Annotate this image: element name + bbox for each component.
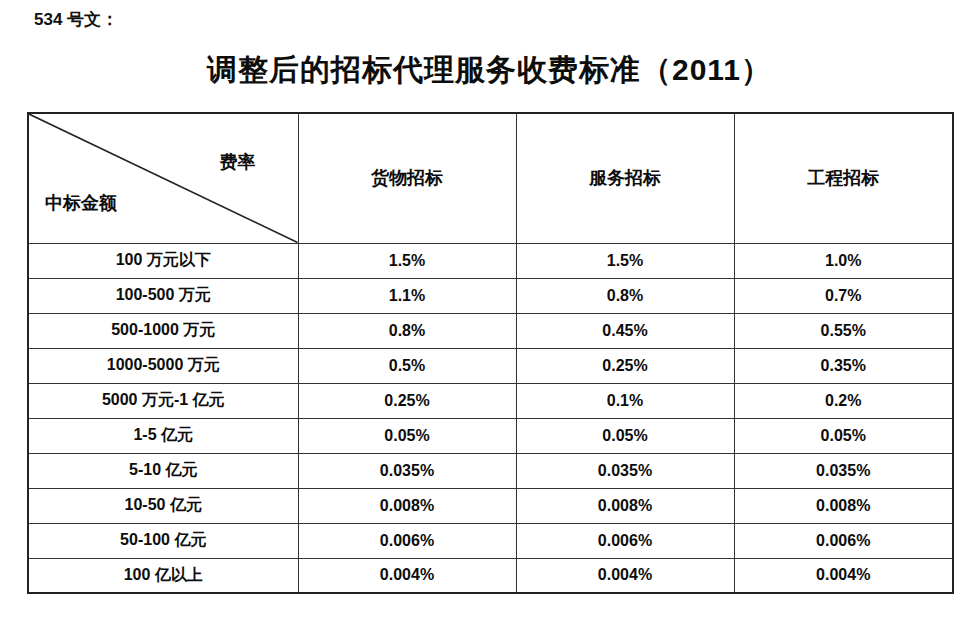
rate-cell-service: 0.1%: [516, 383, 734, 418]
document-page: 534 号文： 调整后的招标代理服务收费标准（2011） 费率 中标金额 货物招…: [0, 0, 979, 629]
page-title: 调整后的招标代理服务收费标准（2011）: [0, 50, 979, 91]
rate-cell-service: 0.25%: [516, 348, 734, 383]
rate-cell-service: 0.035%: [516, 453, 734, 488]
corner-label-rate: 费率: [220, 150, 256, 174]
table-row: 1-5 亿元 0.05% 0.05% 0.05%: [28, 418, 953, 453]
rate-cell-engineering: 0.004%: [734, 558, 953, 593]
amount-cell: 10-50 亿元: [28, 488, 298, 523]
amount-cell: 100 万元以下: [28, 243, 298, 278]
fee-rate-table: 费率 中标金额 货物招标 服务招标 工程招标 100 万元以下 1.5% 1.5…: [27, 112, 954, 594]
column-header-service-tender: 服务招标: [516, 113, 734, 243]
rate-cell-engineering: 0.35%: [734, 348, 953, 383]
table-row: 100-500 万元 1.1% 0.8% 0.7%: [28, 278, 953, 313]
document-number: 534 号文：: [34, 8, 118, 31]
amount-cell: 100 亿以上: [28, 558, 298, 593]
rate-cell-engineering: 0.006%: [734, 523, 953, 558]
rate-cell-goods: 0.008%: [298, 488, 516, 523]
table-row: 1000-5000 万元 0.5% 0.25% 0.35%: [28, 348, 953, 383]
rate-cell-goods: 0.006%: [298, 523, 516, 558]
rate-cell-service: 0.004%: [516, 558, 734, 593]
rate-cell-service: 1.5%: [516, 243, 734, 278]
column-header-engineering-tender: 工程招标: [734, 113, 953, 243]
amount-cell: 50-100 亿元: [28, 523, 298, 558]
rate-cell-service: 0.008%: [516, 488, 734, 523]
rate-cell-service: 0.05%: [516, 418, 734, 453]
table-row: 50-100 亿元 0.006% 0.006% 0.006%: [28, 523, 953, 558]
rate-cell-service: 0.006%: [516, 523, 734, 558]
rate-cell-engineering: 0.05%: [734, 418, 953, 453]
table-row: 5000 万元-1 亿元 0.25% 0.1% 0.2%: [28, 383, 953, 418]
rate-cell-engineering: 0.008%: [734, 488, 953, 523]
amount-cell: 5000 万元-1 亿元: [28, 383, 298, 418]
table-row: 500-1000 万元 0.8% 0.45% 0.55%: [28, 313, 953, 348]
rate-cell-goods: 0.5%: [298, 348, 516, 383]
table-row: 5-10 亿元 0.035% 0.035% 0.035%: [28, 453, 953, 488]
rate-cell-service: 0.45%: [516, 313, 734, 348]
rate-cell-engineering: 1.0%: [734, 243, 953, 278]
table-row: 100 亿以上 0.004% 0.004% 0.004%: [28, 558, 953, 593]
table-header-row: 费率 中标金额 货物招标 服务招标 工程招标: [28, 113, 953, 243]
rate-cell-goods: 0.05%: [298, 418, 516, 453]
table-row: 10-50 亿元 0.008% 0.008% 0.008%: [28, 488, 953, 523]
table-row: 100 万元以下 1.5% 1.5% 1.0%: [28, 243, 953, 278]
column-header-goods-tender: 货物招标: [298, 113, 516, 243]
rate-cell-goods: 1.5%: [298, 243, 516, 278]
corner-label-bid-amount: 中标金额: [45, 191, 117, 215]
rate-cell-engineering: 0.035%: [734, 453, 953, 488]
amount-cell: 1000-5000 万元: [28, 348, 298, 383]
rate-cell-goods: 0.8%: [298, 313, 516, 348]
rate-cell-goods: 1.1%: [298, 278, 516, 313]
rate-cell-engineering: 0.7%: [734, 278, 953, 313]
amount-cell: 1-5 亿元: [28, 418, 298, 453]
rate-cell-service: 0.8%: [516, 278, 734, 313]
rate-cell-engineering: 0.2%: [734, 383, 953, 418]
diagonal-line-icon: [29, 114, 298, 243]
rate-cell-engineering: 0.55%: [734, 313, 953, 348]
rate-cell-goods: 0.25%: [298, 383, 516, 418]
rate-cell-goods: 0.004%: [298, 558, 516, 593]
rate-cell-goods: 0.035%: [298, 453, 516, 488]
amount-cell: 500-1000 万元: [28, 313, 298, 348]
diagonal-header-cell: 费率 中标金额: [28, 113, 298, 243]
amount-cell: 100-500 万元: [28, 278, 298, 313]
amount-cell: 5-10 亿元: [28, 453, 298, 488]
